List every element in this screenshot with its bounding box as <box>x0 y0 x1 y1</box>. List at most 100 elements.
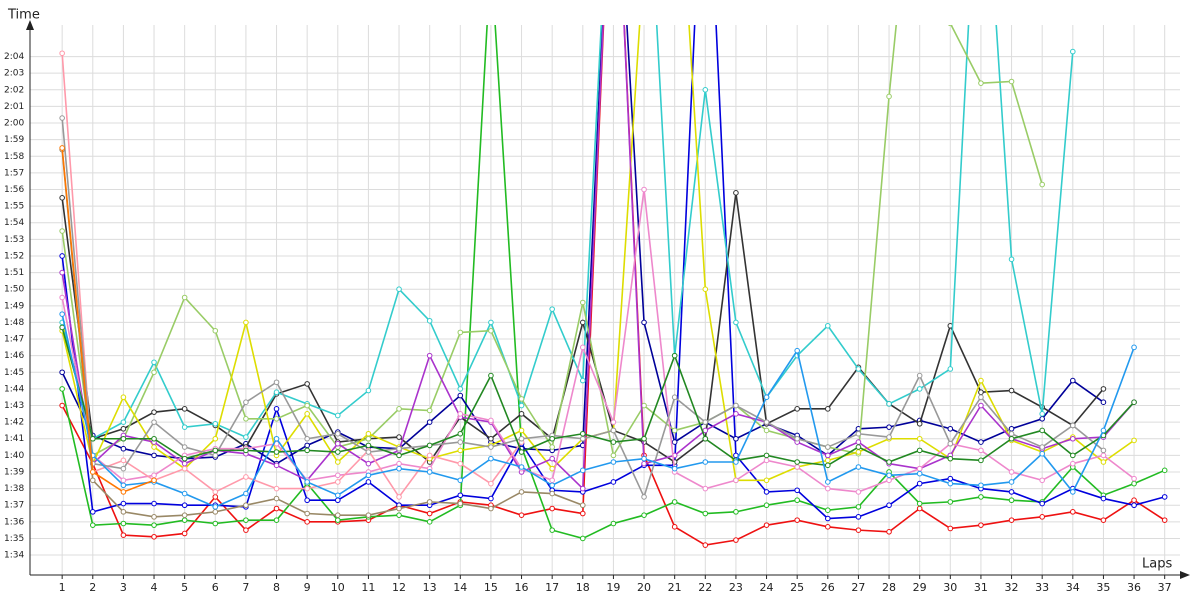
point <box>457 492 464 499</box>
point <box>212 494 219 500</box>
point <box>396 286 402 292</box>
point <box>426 469 433 475</box>
point <box>641 460 647 467</box>
point <box>518 396 525 402</box>
point <box>886 401 892 407</box>
point <box>120 532 127 538</box>
point <box>457 386 464 392</box>
series-line <box>61 189 1135 493</box>
point <box>426 452 433 459</box>
x-tick-label: 26 <box>821 581 835 594</box>
point <box>916 447 923 454</box>
point <box>641 186 647 193</box>
point <box>1161 494 1168 500</box>
point <box>59 386 65 392</box>
point <box>579 319 586 326</box>
point <box>702 427 709 434</box>
point <box>978 522 984 528</box>
y-tick-label: 1:50 <box>4 285 24 295</box>
point <box>273 389 280 396</box>
point <box>243 502 249 509</box>
point <box>886 502 892 509</box>
point <box>825 406 831 412</box>
y-tick-label: 1:53 <box>4 235 24 245</box>
point <box>825 507 831 513</box>
y-tick-label: 1:38 <box>4 484 24 494</box>
x-tick-label: 18 <box>576 581 590 594</box>
y-tick-label: 1:36 <box>4 517 24 527</box>
point <box>1070 489 1076 495</box>
point <box>59 294 65 301</box>
point <box>579 344 586 351</box>
x-tick-label: 24 <box>760 581 774 594</box>
point <box>641 494 647 500</box>
point <box>886 93 892 100</box>
point <box>825 452 831 459</box>
point <box>947 499 954 505</box>
point <box>886 424 892 430</box>
x-tick-label: 14 <box>453 581 467 594</box>
point <box>426 419 433 425</box>
point <box>488 435 494 442</box>
point <box>733 537 739 543</box>
x-axis-arrow <box>1180 571 1190 579</box>
y-tick-label: 2:00 <box>4 119 24 129</box>
point <box>1039 427 1045 434</box>
point <box>365 442 372 449</box>
y-axis-label: Time <box>7 8 40 23</box>
point <box>120 509 127 515</box>
point <box>671 439 678 445</box>
point <box>1070 422 1076 429</box>
x-tick-label: 29 <box>913 581 927 594</box>
y-tick-label: 1:51 <box>4 268 24 278</box>
point <box>426 519 433 525</box>
y-tick-label: 1:48 <box>4 318 24 328</box>
point <box>457 500 464 507</box>
point <box>243 399 249 405</box>
point <box>855 449 862 455</box>
point <box>89 469 96 475</box>
point <box>978 482 984 489</box>
point <box>794 435 800 442</box>
point <box>1161 467 1168 474</box>
point <box>1039 416 1045 422</box>
point <box>794 517 800 523</box>
point <box>916 480 923 487</box>
point <box>151 419 157 425</box>
point <box>763 427 770 434</box>
point <box>151 477 157 484</box>
point <box>855 430 862 437</box>
point <box>671 524 678 530</box>
x-tick-label: 37 <box>1158 581 1172 594</box>
x-tick-label: 3 <box>120 581 127 594</box>
point <box>488 417 494 424</box>
point <box>916 470 923 477</box>
point <box>426 352 433 359</box>
point <box>59 269 65 276</box>
point <box>457 477 464 484</box>
series-line <box>61 25 1135 491</box>
point <box>1070 509 1076 515</box>
point <box>579 535 586 542</box>
point <box>396 505 402 512</box>
point <box>488 327 494 334</box>
point <box>304 442 310 449</box>
point <box>273 449 280 455</box>
point <box>916 465 923 472</box>
point <box>488 372 494 379</box>
y-tick-label: 1:35 <box>4 534 24 544</box>
point <box>1008 387 1015 394</box>
point <box>1161 517 1168 523</box>
point <box>212 452 219 459</box>
point <box>1039 450 1045 457</box>
point <box>1100 447 1107 454</box>
point <box>579 502 586 509</box>
point <box>273 485 280 492</box>
point <box>120 489 127 495</box>
point <box>212 420 219 427</box>
point <box>518 435 525 442</box>
point <box>273 379 280 386</box>
point <box>334 459 341 465</box>
point <box>457 411 464 417</box>
